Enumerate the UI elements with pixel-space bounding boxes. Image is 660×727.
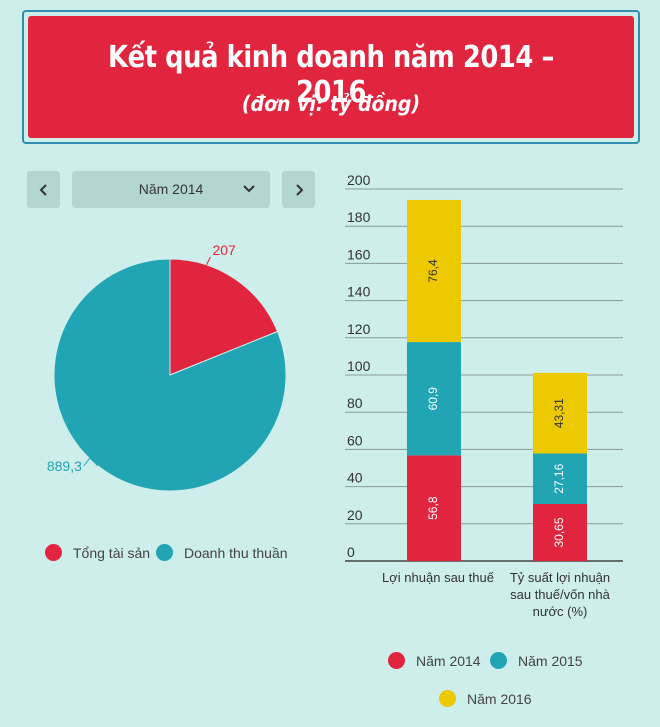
- bar-segment-0-0: [407, 455, 461, 561]
- x-category-label: Tỷ suất lợi nhuận: [510, 570, 610, 585]
- pie-chart: 207 889,3: [47, 242, 287, 492]
- pie-slice-0: [169, 258, 279, 376]
- legend-label: Doanh thu thuần: [184, 544, 288, 561]
- bar-data-label: 30,65: [552, 517, 566, 547]
- bar-legend-item-2016: Năm 2016: [439, 690, 532, 707]
- legend-swatch-teal: [156, 544, 173, 561]
- legend-swatch-yellow: [439, 690, 456, 707]
- header-frame: Kết quả kinh doanh năm 2014 – 2016 (đơn …: [22, 10, 640, 144]
- next-year-button[interactable]: [282, 171, 315, 208]
- y-tick-label: 200: [347, 172, 371, 188]
- bar-data-label: 76,4: [426, 259, 440, 283]
- page-subtitle: (đơn vị: tỷ đồng): [241, 92, 421, 116]
- chevron-right-icon: [295, 183, 303, 196]
- previous-year-button[interactable]: [27, 171, 60, 208]
- y-tick-label: 40: [347, 470, 363, 486]
- legend-label: Năm 2014: [416, 652, 481, 669]
- header-banner: Kết quả kinh doanh năm 2014 – 2016 (đơn …: [28, 16, 634, 138]
- year-dropdown[interactable]: Năm 2014: [72, 171, 270, 208]
- y-tick-label: 140: [347, 284, 371, 300]
- y-tick-label: 160: [347, 246, 371, 262]
- bar-data-label: 27,16: [552, 463, 566, 493]
- pie-data-label: 207: [212, 242, 236, 258]
- pie-legend-item-total-assets: Tổng tài sản: [45, 544, 150, 561]
- page-title: Kết quả kinh doanh năm 2014 – 2016: [108, 40, 554, 110]
- legend-swatch-red: [45, 544, 62, 561]
- x-category-label: sau thuế/vốn nhà: [510, 587, 611, 602]
- x-category-label: nước (%): [533, 604, 588, 619]
- x-category-label: Lợi nhuận sau thuế: [382, 570, 495, 585]
- chevron-left-icon: [39, 183, 47, 196]
- bar-legend-item-2014: Năm 2014: [388, 652, 481, 669]
- y-tick-label: 20: [347, 507, 363, 523]
- legend-label: Tổng tài sản: [73, 544, 151, 561]
- bar-segment-0-2: [407, 199, 461, 343]
- bar-legend-item-2015: Năm 2015: [490, 652, 583, 669]
- pie-data-label: 889,3: [47, 458, 82, 474]
- legend-label: Năm 2016: [467, 690, 532, 707]
- legend-swatch-teal: [490, 652, 507, 669]
- y-tick-label: 100: [347, 358, 371, 374]
- legend-label: Năm 2015: [518, 652, 583, 669]
- pie-leader-line: [83, 457, 99, 467]
- bar-segment-0-1: [407, 342, 461, 456]
- bar-segment-1-1: [533, 453, 587, 504]
- bar-chart: 0 20 40 60 80 100 120 140 160 180 200 56,8 60,9 76,4 L…: [345, 172, 623, 619]
- y-tick-label: 0: [347, 544, 355, 560]
- pie-legend-item-revenue: Doanh thu thuần: [156, 544, 288, 561]
- pie-leader-line: [206, 256, 211, 266]
- chevron-down-icon: [243, 185, 255, 193]
- bar-data-label: 56,8: [426, 496, 440, 520]
- year-dropdown-value: Năm 2014: [138, 181, 204, 197]
- pie-slice-1: [53, 258, 287, 492]
- bar-data-label: 60,9: [426, 387, 440, 411]
- y-tick-label: 60: [347, 432, 363, 448]
- y-tick-label: 120: [347, 321, 371, 337]
- bar-data-label: 43,31: [552, 398, 566, 428]
- bar-segment-1-0: [533, 503, 587, 561]
- y-tick-label: 80: [347, 395, 363, 411]
- y-tick-label: 180: [347, 209, 371, 225]
- bar-segment-1-2: [533, 372, 587, 454]
- legend-swatch-red: [388, 652, 405, 669]
